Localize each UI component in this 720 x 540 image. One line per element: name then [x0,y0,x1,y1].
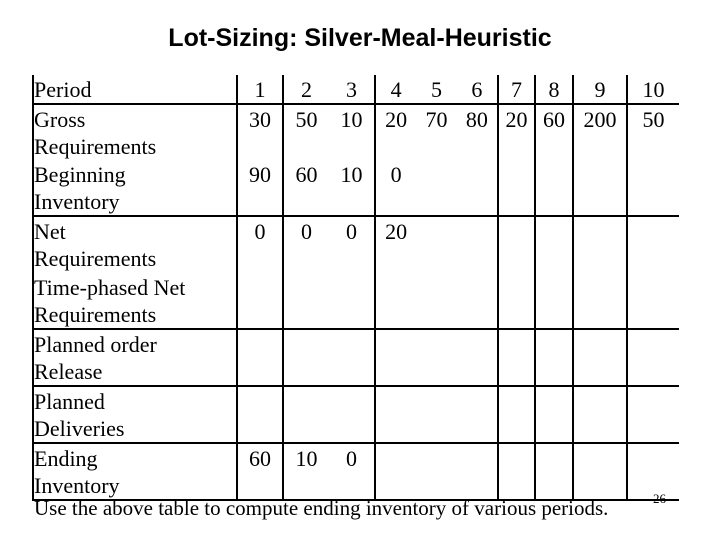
cell-p1: 60 [236,443,283,501]
cell-p9 [572,443,627,501]
cell-p1: 30 [236,104,283,160]
cell-p2: 50 [295,107,318,132]
cell-p10 [626,216,679,273]
cell-p4: 20 [385,107,408,132]
cell-p2-3: 10 0 [282,443,375,501]
cell-p10 [626,160,679,217]
cell-p9: 200 [572,104,627,160]
cell-p3: 0 [346,446,357,471]
page-number: 26 [653,491,666,506]
cell-p2-3 [282,329,375,387]
table-row-time-phased-net-requirements: Time-phased Net Requirements [32,273,679,330]
cell-p4-6 [374,273,498,330]
cell-p10 [626,273,679,330]
cell-p1: 90 [236,160,283,217]
cell-p8 [534,443,573,501]
cell-p2: 10 [295,446,318,471]
cell-p4: 20 [385,219,408,244]
cell-p1: 1 [236,75,283,105]
table-row-beginning-inventory: Beginning Inventory 90 60 10 0 [32,160,679,217]
cell-p5: 70 [425,107,448,132]
cell-p4-6: 0 [374,160,498,217]
table-row-planned-deliveries: Planned Deliveries [32,386,679,444]
cell-p6: 80 [465,107,488,132]
cell-p2: 0 [301,219,312,244]
cell-p2: 60 [295,162,318,187]
row-label: Gross Requirements [32,104,237,160]
cell-p4-6: 4 5 6 [374,75,498,105]
cell-p7 [497,216,535,273]
cell-p8: 8 [534,75,573,105]
cell-p7 [497,273,535,330]
cell-p7 [497,443,535,501]
cell-p4-6: 20 [374,216,498,273]
row-label: Planned Deliveries [32,386,237,444]
row-label: Ending Inventory [32,443,237,501]
cell-p4: 4 [390,77,402,102]
cell-p4-6 [374,443,498,501]
row-label: Period [32,75,237,105]
cell-p9 [572,273,627,330]
cell-p8 [534,273,573,330]
cell-p3: 0 [346,219,357,244]
cell-p8 [534,329,573,387]
cell-p8 [534,216,573,273]
cell-p4-6 [374,329,498,387]
caption: Use the above table to compute ending in… [34,496,609,520]
cell-p10: 50 [626,104,679,160]
cell-p6: 6 [471,77,483,102]
cell-p10 [626,329,679,387]
cell-p9 [572,386,627,444]
cell-p7 [497,160,535,217]
cell-p7: 20 [497,104,535,160]
cell-p9 [572,216,627,273]
table-row-gross-requirements: Gross Requirements 30 50 10 20 70 80 20 60 … [32,104,679,160]
cell-p1 [236,329,283,387]
cell-p4-6: 20 70 80 [374,104,498,160]
cell-p3: 10 [340,107,363,132]
cell-p2-3 [282,273,375,330]
cell-p4-6 [374,386,498,444]
cell-p2-3: 60 10 [282,160,375,217]
cell-p8 [534,160,573,217]
cell-p4: 0 [390,162,402,187]
cell-p7 [497,329,535,387]
table-row-ending-inventory: Ending Inventory 60 10 0 [32,443,679,501]
cell-p1: 0 [236,216,283,273]
cell-p1 [236,273,283,330]
row-label: Beginning Inventory [32,160,237,217]
row-label: Planned order Release [32,329,237,387]
cell-p10 [626,443,679,501]
row-label: Time-phased Net Requirements [32,273,237,330]
cell-p8: 60 [534,104,573,160]
slide-title: Lot-Sizing: Silver-Meal-Heuristic [168,24,552,52]
table-row-planned-order-release: Planned order Release [32,329,679,387]
cell-p9: 9 [572,75,627,105]
cell-p8 [534,386,573,444]
cell-p7 [497,386,535,444]
cell-p5: 5 [430,77,442,102]
cell-p2-3: 50 10 [282,104,375,160]
cell-p3: 10 [340,162,363,187]
cell-p2-3 [282,386,375,444]
row-label: Net Requirements [32,216,237,273]
cell-p3: 3 [346,77,357,102]
cell-p2: 2 [301,77,312,102]
cell-p10 [626,386,679,444]
cell-p1 [236,386,283,444]
cell-p9 [572,329,627,387]
cell-p7: 7 [497,75,535,105]
cell-p9 [572,160,627,217]
cell-p10: 10 [626,75,679,105]
